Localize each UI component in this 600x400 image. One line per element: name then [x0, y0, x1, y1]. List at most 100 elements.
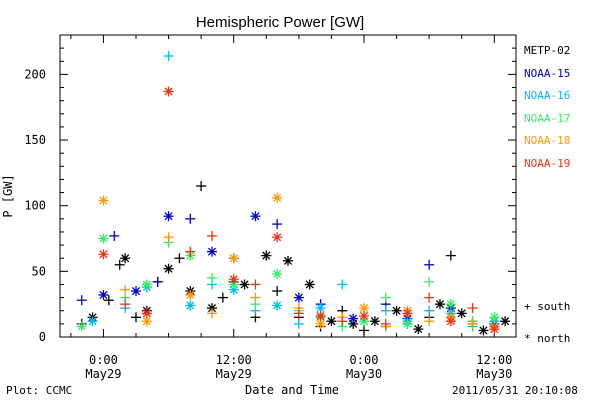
point-metp-02 — [456, 308, 467, 319]
point-noaa-19 — [445, 316, 456, 327]
x-axis: 0:00May2912:00May290:00May3012:00May300:… — [70, 35, 512, 381]
x-tick-label-time: 0:00 — [89, 353, 118, 367]
x-axis-label: Date and Time — [245, 383, 339, 397]
data-points — [76, 51, 511, 336]
point-noaa-17 — [424, 276, 435, 287]
point-noaa-19 — [489, 324, 500, 335]
point-noaa-15 — [424, 259, 435, 270]
point-noaa-15 — [76, 295, 87, 306]
point-metp-02 — [103, 295, 114, 306]
point-metp-02 — [413, 324, 424, 335]
point-noaa-17 — [402, 318, 413, 329]
point-noaa-19 — [359, 310, 369, 321]
legend-item-noaa-15: NOAA-15 — [524, 66, 571, 80]
point-noaa-19 — [228, 274, 239, 285]
south-marker-label: south — [537, 300, 571, 313]
point-metp-02 — [304, 279, 315, 290]
point-noaa-15 — [152, 276, 163, 287]
point-noaa-17 — [272, 268, 283, 279]
point-noaa-18 — [250, 292, 261, 303]
y-tick-label: 100 — [24, 199, 46, 213]
x-tick-label-date: May30 — [476, 367, 512, 381]
point-metp-02 — [326, 316, 337, 327]
point-metp-02 — [217, 292, 228, 303]
point-noaa-19 — [402, 308, 413, 319]
point-noaa-16 — [424, 305, 435, 316]
point-metp-02 — [114, 259, 125, 270]
legend-item-noaa-17: NOAA-17 — [524, 111, 571, 125]
marker-legend-south: + south — [524, 300, 570, 313]
point-noaa-17 — [98, 233, 109, 244]
point-noaa-16 — [163, 51, 174, 62]
north-marker-symbol: * — [524, 332, 531, 345]
point-noaa-18 — [163, 232, 174, 243]
point-metp-02 — [261, 250, 272, 261]
legend-item-metp-02: METP-02 — [524, 44, 571, 57]
point-noaa-15 — [163, 211, 174, 222]
legend-item-noaa-16: NOAA-16 — [524, 89, 571, 103]
point-noaa-16 — [185, 300, 196, 311]
point-metp-02 — [272, 286, 283, 297]
point-noaa-19 — [141, 308, 152, 319]
point-metp-02 — [445, 250, 456, 261]
point-noaa-17 — [207, 272, 217, 283]
y-tick-label: 0 — [39, 330, 46, 344]
point-noaa-18 — [424, 316, 435, 327]
x-tick-label-date: May30 — [346, 367, 382, 381]
point-noaa-18 — [185, 289, 196, 300]
point-noaa-17 — [76, 321, 87, 332]
point-noaa-18 — [467, 318, 478, 329]
point-noaa-17 — [489, 312, 500, 323]
north-marker-label: north — [537, 332, 571, 345]
plot-frame — [59, 34, 517, 338]
y-axis-label: P [GW] — [1, 174, 15, 217]
point-noaa-16 — [87, 316, 98, 327]
x-tick-label-time: 0:00 — [350, 353, 379, 367]
x-tick-label-time: 12:00 — [476, 353, 512, 367]
point-noaa-19 — [272, 232, 283, 243]
south-marker-symbol: + — [524, 300, 531, 313]
point-metp-02 — [369, 316, 380, 327]
point-metp-02 — [163, 263, 174, 274]
point-noaa-19 — [380, 318, 391, 329]
point-noaa-18 — [272, 192, 283, 203]
point-noaa-19 — [467, 303, 478, 314]
point-noaa-16 — [380, 305, 391, 316]
point-metp-02 — [196, 181, 207, 191]
point-noaa-19 — [424, 292, 435, 303]
point-noaa-18 — [228, 253, 239, 264]
point-noaa-19 — [250, 279, 261, 290]
point-noaa-19 — [207, 230, 217, 241]
point-noaa-18 — [98, 195, 109, 206]
point-metp-02 — [359, 325, 369, 336]
plot-timestamp: 2011/05/31 20:10:08 — [452, 384, 578, 397]
point-noaa-15 — [348, 313, 359, 324]
legend-item-noaa-19: NOAA-19 — [524, 156, 571, 170]
point-metp-02 — [391, 305, 402, 316]
point-metp-02 — [478, 325, 489, 336]
x-tick-label-time: 12:00 — [216, 353, 252, 367]
point-metp-02 — [131, 312, 141, 323]
chart-title: Hemispheric Power [GW] — [196, 14, 364, 31]
series-legend: METP-02 NOAA-15 NOAA-16 NOAA-17 NOAA-18 NOAA-… — [524, 44, 570, 180]
legend-item-noaa-18: NOAA-18 — [524, 134, 571, 148]
point-noaa-17 — [445, 299, 456, 310]
point-noaa-19 — [337, 316, 348, 327]
point-metp-02 — [207, 303, 217, 314]
point-noaa-15 — [293, 292, 304, 303]
point-noaa-19 — [120, 299, 131, 310]
y-tick-label: 50 — [32, 264, 46, 278]
point-noaa-17 — [380, 292, 391, 303]
point-metp-02 — [283, 255, 293, 266]
point-noaa-19 — [315, 310, 326, 321]
point-noaa-16 — [315, 303, 326, 314]
point-noaa-15 — [272, 219, 283, 230]
marker-legend-north: * north — [524, 332, 570, 345]
point-metp-02 — [174, 253, 185, 264]
point-noaa-19 — [163, 86, 174, 97]
point-noaa-16 — [272, 300, 283, 311]
point-noaa-17 — [141, 279, 152, 290]
point-noaa-15 — [109, 230, 120, 241]
y-tick-label: 150 — [24, 133, 46, 147]
